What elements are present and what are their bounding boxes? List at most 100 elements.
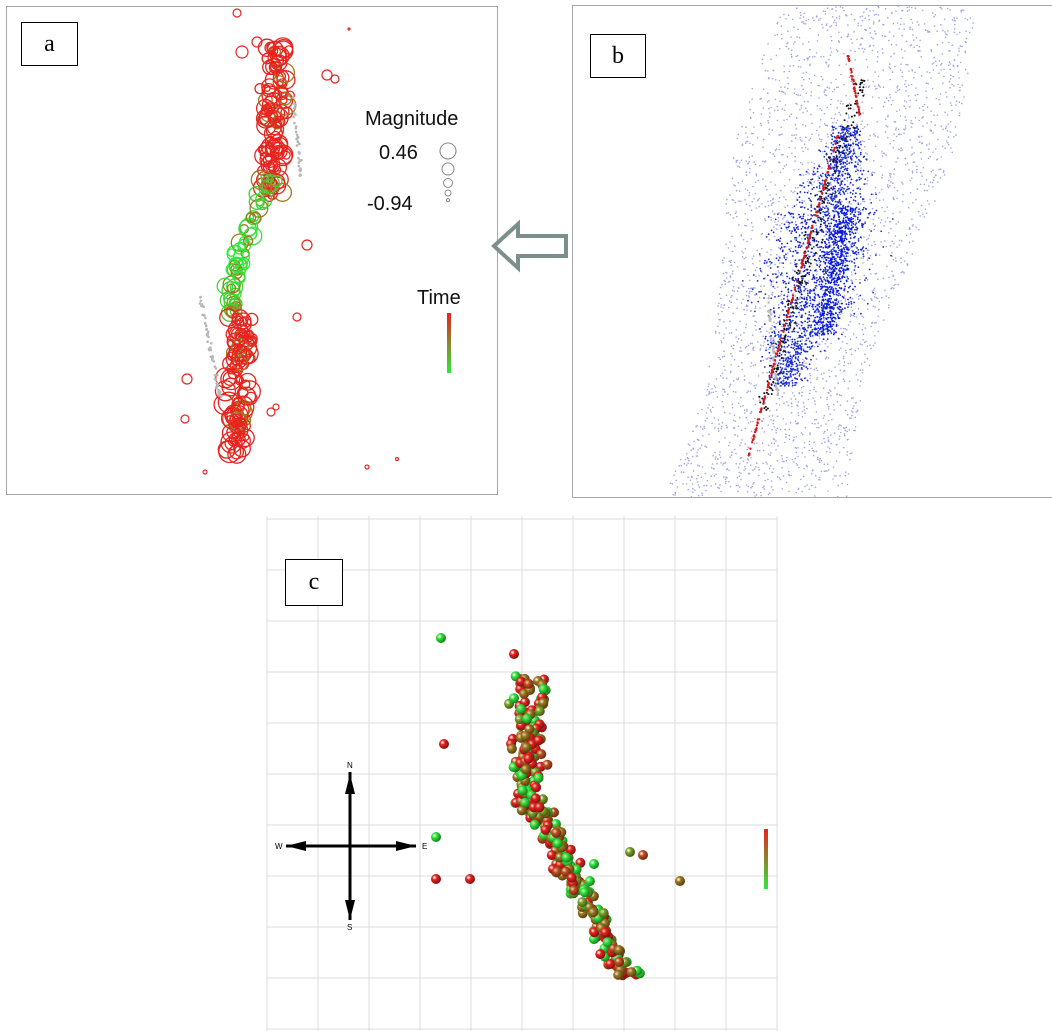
density-dot: [744, 443, 746, 445]
density-dot: [936, 114, 939, 116]
density-dot: [895, 223, 897, 225]
density-dot: [773, 109, 776, 112]
density-dot: [823, 414, 826, 417]
density-dot: [826, 470, 828, 472]
density-dot: [797, 298, 799, 301]
density-dot: [824, 261, 827, 264]
density-dot: [966, 19, 969, 21]
density-dot: [813, 181, 815, 183]
density-dot: [780, 381, 783, 383]
density-dot: [750, 486, 752, 489]
density-dot: [700, 476, 703, 479]
density-dot: [803, 100, 806, 103]
density-dot: [857, 251, 860, 254]
density-dot: [849, 285, 851, 288]
density-dot: [770, 204, 773, 206]
density-dot: [750, 412, 752, 414]
density-dot: [893, 186, 896, 189]
density-dot: [798, 234, 801, 237]
density-dot: [822, 289, 824, 292]
density-dot: [857, 163, 859, 166]
density-dot: [872, 305, 875, 308]
density-dot: [813, 162, 815, 165]
density-dot: [854, 207, 857, 210]
density-dot: [827, 199, 829, 202]
density-dot: [791, 392, 794, 394]
density-dot: [877, 315, 880, 318]
density-dot: [815, 277, 818, 279]
density-dot: [761, 326, 763, 328]
density-dot: [848, 429, 850, 431]
density-dot: [946, 96, 948, 98]
density-dot: [800, 296, 803, 299]
density-dot: [798, 361, 801, 364]
density-dot: [773, 330, 776, 333]
density-dot: [757, 375, 760, 377]
density-dot: [759, 270, 762, 272]
gray-point: [298, 151, 301, 154]
density-dot: [794, 137, 797, 139]
density-dot: [886, 184, 889, 186]
density-dot: [841, 186, 844, 189]
density-dot: [825, 423, 827, 425]
density-dot: [691, 491, 694, 494]
density-dot: [775, 328, 777, 330]
density-dot: [871, 207, 874, 210]
density-dot: [717, 325, 719, 328]
gray-point: [296, 140, 300, 143]
density-dot: [786, 118, 788, 121]
density-dot: [895, 129, 897, 131]
density-dot: [769, 454, 771, 457]
density-dot: [731, 294, 733, 297]
density-dot: [717, 419, 719, 421]
density-dot: [833, 329, 835, 332]
density-dot: [960, 61, 962, 64]
density-dot: [953, 31, 956, 34]
density-dot: [818, 337, 821, 340]
density-dot: [786, 456, 788, 459]
density-dot: [792, 269, 794, 271]
density-dot: [746, 240, 748, 243]
density-dot: [859, 192, 861, 195]
density-dot: [786, 220, 788, 222]
density-dot: [922, 166, 925, 169]
density-dot: [784, 104, 787, 106]
density-dot: [717, 313, 720, 315]
density-dot: [858, 47, 860, 50]
density-dot: [825, 226, 827, 229]
density-dot: [828, 392, 830, 394]
density-dot: [707, 385, 709, 388]
density-dot: [744, 142, 747, 145]
event-circle: [235, 421, 246, 433]
density-dot: [730, 259, 732, 262]
density-dot: [850, 158, 853, 160]
density-dot: [789, 362, 792, 365]
density-dot: [858, 176, 861, 179]
density-dot: [719, 297, 722, 300]
density-dot: [862, 323, 864, 326]
density-dot: [743, 379, 746, 381]
density-dot: [870, 172, 873, 174]
density-dot: [753, 442, 756, 445]
density-dot: [780, 385, 782, 387]
density-dot: [836, 233, 839, 235]
density-dot: [955, 134, 957, 136]
density-dot: [797, 488, 799, 491]
density-dot: [770, 254, 772, 256]
density-dot: [860, 25, 862, 27]
density-dot: [838, 198, 841, 201]
density-dot: [767, 444, 770, 447]
density-dot: [721, 310, 723, 313]
density-dot: [827, 228, 830, 231]
density-dot: [774, 287, 776, 290]
density-dot: [758, 205, 761, 208]
density-dot: [815, 240, 818, 242]
gray-point: [217, 388, 221, 392]
density-dot: [893, 52, 895, 55]
density-dot: [834, 185, 837, 188]
density-dot: [776, 459, 779, 462]
density-dot: [854, 241, 857, 244]
density-dot: [807, 227, 809, 229]
density-dot: [857, 347, 860, 350]
density-dot: [801, 452, 804, 454]
